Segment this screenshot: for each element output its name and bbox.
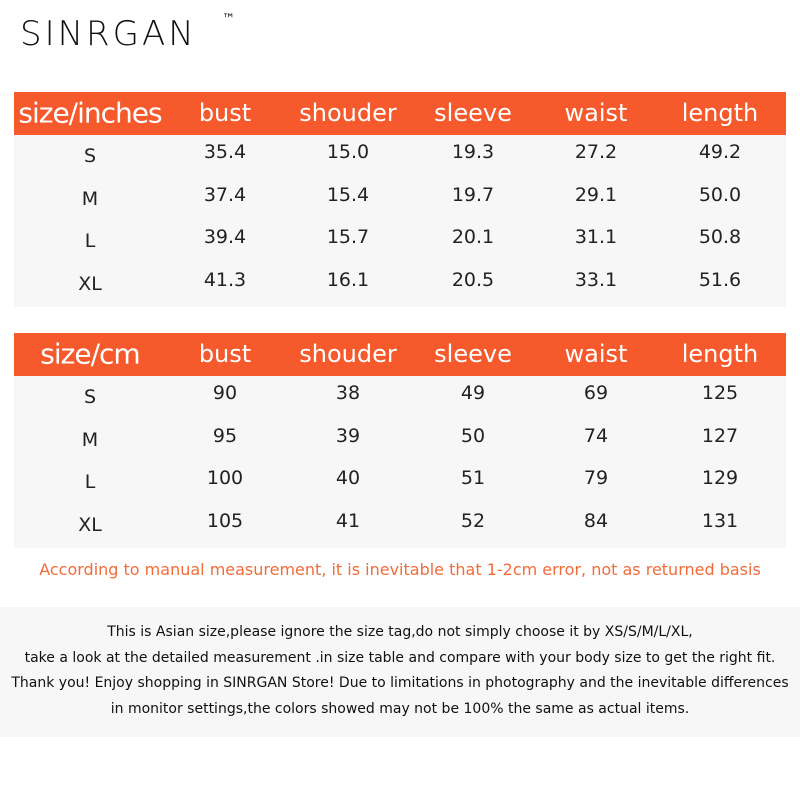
table-cell: 16.1: [326, 269, 370, 292]
table-cell: 50.0: [698, 183, 742, 206]
table-cell: 38: [335, 382, 361, 404]
table-cell: 31.1: [574, 226, 618, 249]
table-cell: 125: [701, 382, 739, 404]
header-cell: length: [681, 340, 759, 368]
header-cell: bust: [198, 99, 252, 127]
header-cell: waist: [564, 340, 628, 368]
table-header: [14, 92, 786, 135]
table-cell: 39.4: [203, 226, 247, 249]
header-cell: sleeve: [434, 340, 512, 368]
disclaimer-line: Thank you! Enjoy shopping in SINRGAN Sto…: [11, 675, 789, 691]
table-cell: 15.4: [326, 183, 370, 206]
note: According to manual measurement, it is i…: [39, 560, 761, 579]
header-cell: waist: [564, 99, 628, 127]
header-cell: size/inches: [18, 96, 162, 130]
table-body: [14, 135, 786, 307]
table-cell: 15.0: [326, 141, 370, 163]
table-cell: 39: [335, 424, 361, 447]
header-cell: bust: [198, 340, 252, 368]
table-cell: 105: [206, 510, 244, 533]
table-cell: 50: [460, 424, 486, 447]
table-body: [14, 376, 786, 548]
table-cell: 84: [583, 510, 609, 533]
table-cell: L: [84, 230, 96, 253]
header-cell: length: [681, 99, 759, 127]
table-cell: 20.1: [451, 226, 495, 249]
table-cell: 29.1: [574, 183, 618, 206]
table-cell: 127: [701, 424, 739, 447]
table-header: [14, 333, 786, 376]
table-cell: 49: [460, 382, 486, 404]
table-cell: 33.1: [574, 269, 618, 292]
table-cell: 95: [212, 424, 238, 447]
table-cell: 74: [583, 424, 609, 447]
table-cell: 19.3: [451, 141, 495, 163]
table-cell: 79: [583, 467, 609, 490]
table-cell: 90: [212, 382, 238, 404]
table-cell: 100: [206, 467, 244, 490]
table-cell: 51.6: [698, 269, 742, 292]
disclaimer-line: This is Asian size,please ignore the siz…: [107, 624, 693, 640]
table-cell: 15.7: [326, 226, 370, 249]
table-cell: 19.7: [451, 183, 495, 206]
table-cell: 27.2: [574, 141, 618, 163]
trademark: ™: [222, 12, 235, 27]
table-cell: 131: [701, 510, 739, 533]
table-cell: 50.8: [698, 226, 742, 249]
table-cell: S: [83, 386, 97, 408]
table-cell: 52: [460, 510, 486, 533]
disclaimer-line: in monitor settings,the colors showed ma…: [110, 700, 690, 717]
table-cell: 40: [335, 467, 361, 490]
table-cell: XL: [78, 514, 102, 537]
table-cell: M: [81, 428, 99, 451]
table-cell: 37.4: [203, 183, 247, 206]
header-cell: sleeve: [434, 99, 512, 127]
brand-name: SINRGAN: [20, 14, 197, 54]
table-cell: XL: [78, 273, 102, 296]
header-cell: size/cm: [40, 337, 140, 371]
table-cell: S: [83, 145, 97, 167]
table-cell: M: [81, 187, 99, 210]
table-cell: L: [84, 471, 96, 494]
disclaimer-line: take a look at the detailed measurement …: [24, 649, 776, 666]
table-cell: 49.2: [698, 141, 742, 163]
table-cell: 35.4: [203, 141, 247, 163]
table-cell: 69: [583, 382, 609, 404]
table-cell: 41: [335, 510, 361, 533]
table-cell: 20.5: [451, 269, 495, 292]
table-cell: 129: [701, 467, 739, 490]
header-cell: shouder: [299, 99, 397, 127]
header-cell: shouder: [299, 340, 397, 368]
table-cell: 41.3: [203, 269, 247, 292]
table-cell: 51: [460, 467, 486, 490]
disclaimer-box: [0, 607, 800, 737]
